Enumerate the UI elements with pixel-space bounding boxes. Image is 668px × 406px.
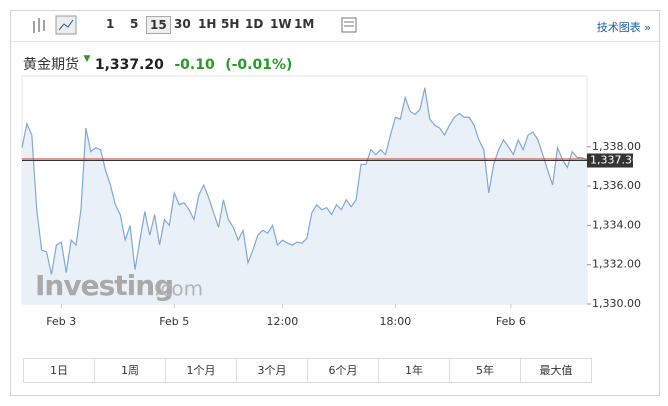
interval-button[interactable]: 5H	[221, 17, 240, 31]
price: 1,337.20	[94, 57, 164, 73]
line	[21, 87, 588, 275]
watermark-suffix: .com	[154, 277, 203, 301]
watermark-brand: Investing	[35, 269, 173, 302]
y-tick-label: 1,330.00	[592, 297, 641, 310]
y-tick-label: 1,336.00	[592, 179, 641, 192]
y-tick-label: 1,332.00	[592, 258, 641, 271]
trend-arrow: ▼	[83, 54, 91, 64]
tech-chart-link[interactable]: 技术图表 »	[596, 21, 651, 34]
price-label: 1,337.30	[590, 154, 639, 167]
range-button[interactable]: 最大值	[520, 358, 592, 383]
change-pct: (-0.01%)	[225, 57, 293, 73]
interval-button[interactable]: 5	[130, 17, 139, 31]
y-tick-label: 1,338.00	[592, 140, 641, 153]
quote: 黄金期货 ▼ 1,337.20 -0.10 (-0.01%)	[23, 54, 292, 74]
price-label-box	[587, 153, 633, 168]
toolbar: 1 5 15 30 1H 5H 1D 1W 1M 技术图表 »	[11, 11, 659, 42]
interval-button[interactable]: 1W	[270, 17, 292, 31]
interval-button[interactable]: 1D	[245, 17, 264, 31]
interval-button[interactable]: 1	[106, 17, 115, 31]
interval-button[interactable]: 1H	[198, 17, 217, 31]
change: -0.10	[174, 57, 215, 73]
area	[22, 87, 587, 304]
y-tick-label: 1,334.00	[592, 218, 641, 231]
x-tick-label: 18:00	[380, 315, 412, 328]
x-tick-label: Feb 3	[46, 315, 76, 328]
x-tick-label: 12:00	[267, 315, 299, 328]
interval-button[interactable]: 30	[174, 17, 191, 31]
x-tick-label: Feb 6	[496, 315, 526, 328]
instrument-name: 黄金期货	[23, 57, 79, 73]
interval-button[interactable]: 1M	[294, 17, 315, 31]
widget: 1 5 15 30 1H 5H 1D 1W 1M 技术图表 » 黄金期货 ▼ 1,337.20 …	[10, 10, 660, 396]
chart-icons	[33, 15, 77, 35]
settings-icon[interactable]	[339, 11, 359, 41]
x-tick-label: Feb 5	[159, 315, 189, 328]
interval-button[interactable]: 15	[146, 16, 171, 34]
